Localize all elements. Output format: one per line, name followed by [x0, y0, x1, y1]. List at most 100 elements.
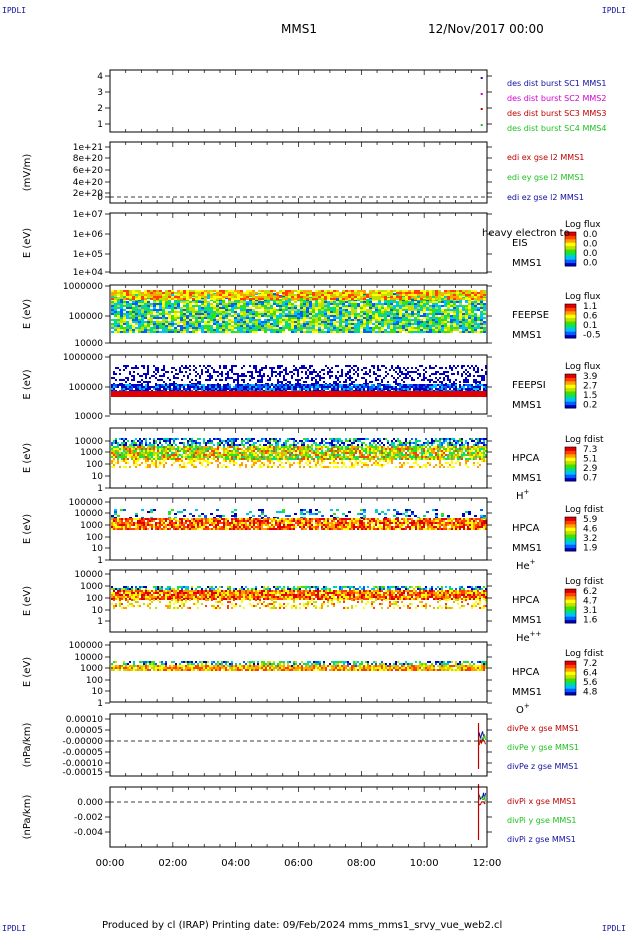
spectrogram-cell [123, 303, 126, 305]
spectrogram-cell [165, 311, 168, 313]
spectrogram-cell [150, 329, 153, 331]
spectrogram-cell [144, 290, 147, 292]
spectrogram-cell [453, 327, 456, 329]
spectrogram-cell [241, 367, 243, 369]
spectrogram-cell [473, 367, 475, 369]
spectrogram-cell [204, 311, 207, 313]
spectrogram-cell [331, 371, 333, 373]
spectrogram-cell [408, 325, 411, 327]
spectrogram-cell [315, 315, 318, 317]
spectrogram-cell [291, 386, 293, 388]
spectrogram-cell [429, 381, 431, 383]
spectrogram-cell [222, 319, 225, 321]
spectrogram-cell [432, 327, 435, 329]
spectrogram-cell [312, 321, 315, 323]
spectrogram-cell [156, 331, 159, 333]
spectrogram-cell [216, 327, 219, 329]
spectrogram-cell [429, 311, 432, 313]
spectrogram-cell [228, 294, 231, 296]
spectrogram-cell [343, 391, 345, 393]
spectrogram-cell [198, 309, 201, 311]
spectrogram-cell [147, 290, 150, 292]
spectrogram-cell [255, 301, 258, 303]
spectrogram-cell [333, 298, 336, 300]
spectrogram-cell [144, 305, 147, 307]
spectrogram-cell [333, 321, 336, 323]
spectrogram-cell [327, 386, 329, 388]
spectrogram-cell [271, 369, 273, 371]
spectrogram-cell [300, 323, 303, 325]
spectrogram-cell [423, 373, 425, 375]
spectrogram-cell [396, 290, 399, 292]
spectrogram-cell [312, 305, 315, 307]
spectrogram-cell [405, 303, 408, 305]
spectrogram-cell [279, 331, 282, 333]
spectrogram-cell [129, 311, 132, 313]
spectrogram-cell [432, 307, 435, 309]
spectrogram-cell [438, 313, 441, 315]
spectrogram-cell [465, 377, 467, 379]
spectrogram-cell [217, 395, 219, 397]
spectrogram-cell [465, 315, 468, 317]
spectrogram-cell [129, 327, 132, 329]
spectrogram-cell [264, 313, 267, 315]
spectrogram-cell [234, 307, 237, 309]
spectrogram-cell [126, 305, 129, 307]
spectrogram-cell [261, 369, 263, 371]
spectrogram-cell [237, 294, 240, 296]
spectrogram-cell [468, 290, 471, 292]
spectrogram-cell [133, 384, 135, 386]
spectrogram-cell [204, 329, 207, 331]
spectrogram-cell [481, 377, 483, 379]
spectrogram-cell [426, 317, 429, 319]
spectrogram-cell [273, 290, 276, 292]
spectrogram-cell [174, 298, 177, 300]
spectrogram-cell [438, 301, 441, 303]
spectrogram-cell [363, 384, 365, 386]
spectrogram-cell [246, 313, 249, 315]
spectrogram-cell [407, 391, 409, 393]
spectrogram-cell [420, 329, 423, 331]
spectrogram-cell [240, 298, 243, 300]
spectrogram-cell [180, 315, 183, 317]
spectrogram-cell [447, 329, 450, 331]
spectrogram-cell [141, 327, 144, 329]
spectrogram-cell [372, 292, 375, 294]
spectrogram-cell [445, 371, 447, 373]
spectrogram-cell [144, 327, 147, 329]
spectrogram-cell [399, 327, 402, 329]
spectrogram-cell [471, 323, 474, 325]
spectrogram-cell [483, 313, 486, 315]
spectrogram-cell [201, 393, 203, 395]
spectrogram-cell [321, 305, 324, 307]
spectrogram-cell [447, 309, 450, 311]
spectrogram-cell [213, 319, 216, 321]
spectrogram-cell [204, 325, 207, 327]
spectrogram-cell [445, 388, 447, 390]
spectrogram-cell [372, 319, 375, 321]
spectrogram-cell [241, 393, 243, 395]
spectrogram-cell [359, 393, 361, 395]
spectrogram-cell [115, 395, 117, 397]
spectrogram-cell [306, 315, 309, 317]
spectrogram-cell [468, 317, 471, 319]
spectrogram-cell [126, 298, 129, 300]
spectrogram-cell [165, 329, 168, 331]
spectrogram-cell [331, 375, 333, 377]
spectrogram-cell [141, 323, 144, 325]
spectrogram-cell [114, 325, 117, 327]
spectrogram-cell [339, 393, 341, 395]
spectrogram-cell [252, 296, 255, 298]
spectrogram-cell [120, 325, 123, 327]
spectrogram-cell [348, 292, 351, 294]
spectrogram-cell [309, 292, 312, 294]
spectrogram-cell [465, 325, 468, 327]
spectrogram-cell [473, 379, 475, 381]
spectrogram-cell [450, 315, 453, 317]
spectrogram-cell [291, 315, 294, 317]
spectrogram-cell [449, 367, 451, 369]
spectrogram-cell [321, 303, 324, 305]
spectrogram-cell [258, 298, 261, 300]
spectrogram-cell [138, 327, 141, 329]
spectrogram-cell [463, 384, 465, 386]
